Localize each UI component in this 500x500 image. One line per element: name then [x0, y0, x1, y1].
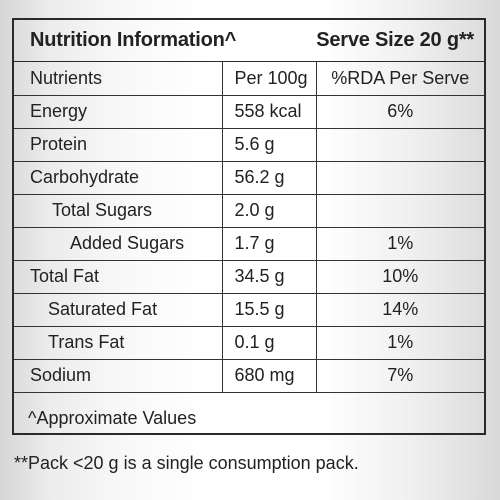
- nutrient-rda: [315, 193, 484, 228]
- table-header-row: Nutrients Per 100g %RDA Per Serve: [14, 62, 484, 96]
- nutrient-name: Total Sugars: [14, 193, 222, 228]
- approximate-values-note: ^Approximate Values: [28, 408, 197, 428]
- nutrient-rda: 10%: [315, 259, 484, 294]
- nutrient-name: Energy: [14, 94, 222, 129]
- nutrient-rda: 1%: [315, 226, 484, 261]
- nutrient-per-100g: 0.1 g: [221, 325, 316, 360]
- table-row: Sodium 680 mg 7%: [14, 358, 484, 393]
- nutrient-name: Saturated Fat: [14, 292, 222, 327]
- column-header-nutrients: Nutrients: [14, 62, 222, 96]
- table-row: Added Sugars 1.7 g 1%: [14, 226, 484, 261]
- nutrient-per-100g: 680 mg: [221, 358, 316, 393]
- table-row: Total Sugars 2.0 g: [14, 193, 484, 228]
- nutrition-header: Nutrition Information^ Serve Size 20 g**: [14, 20, 484, 62]
- nutrient-per-100g: 34.5 g: [221, 259, 316, 294]
- nutrient-per-100g: 558 kcal: [221, 94, 316, 129]
- nutrient-name: Trans Fat: [14, 325, 222, 360]
- table-row: Trans Fat 0.1 g 1%: [14, 325, 484, 360]
- pack-footnote: **Pack <20 g is a single consumption pac…: [14, 453, 359, 473]
- column-header-per-100g: Per 100g: [221, 62, 316, 96]
- table-row: Energy 558 kcal 6%: [14, 94, 484, 129]
- approximate-values-row: ^Approximate Values: [14, 402, 484, 433]
- nutrition-panel: Nutrition Information^ Serve Size 20 g**…: [12, 18, 486, 435]
- nutrient-rda: [315, 127, 484, 162]
- nutrient-name: Carbohydrate: [14, 160, 222, 195]
- table-row: Carbohydrate 56.2 g: [14, 160, 484, 195]
- nutrient-rda: [315, 160, 484, 195]
- nutrition-title: Nutrition Information^: [30, 29, 237, 51]
- table-row: Total Fat 34.5 g 10%: [14, 259, 484, 294]
- table-row: Protein 5.6 g: [14, 127, 484, 162]
- nutrient-name: Sodium: [14, 358, 222, 393]
- nutrient-name: Added Sugars: [14, 226, 222, 261]
- nutrient-rda: 7%: [315, 358, 484, 393]
- serve-size: Serve Size 20 g**: [316, 29, 474, 51]
- nutrient-name: Total Fat: [14, 259, 222, 294]
- nutrient-per-100g: 1.7 g: [221, 226, 316, 261]
- nutrient-per-100g: 15.5 g: [221, 292, 316, 327]
- nutrient-per-100g: 56.2 g: [221, 160, 316, 195]
- nutrient-rda: 14%: [315, 292, 484, 327]
- nutrient-per-100g: 5.6 g: [221, 127, 316, 162]
- nutrient-name: Protein: [14, 127, 222, 162]
- column-header-rda: %RDA Per Serve: [315, 62, 484, 96]
- nutrient-rda: 1%: [315, 325, 484, 360]
- nutrient-per-100g: 2.0 g: [221, 193, 316, 228]
- nutrition-table: Nutrients Per 100g %RDA Per Serve Energy…: [14, 62, 484, 393]
- nutrient-rda: 6%: [315, 94, 484, 129]
- table-row: Saturated Fat 15.5 g 14%: [14, 292, 484, 327]
